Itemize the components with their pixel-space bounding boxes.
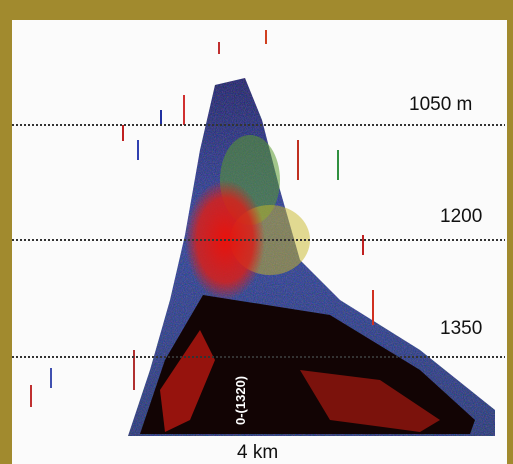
- echo-red-low: [300, 370, 440, 432]
- streaks: [30, 30, 374, 407]
- depth-label: 1350: [440, 318, 482, 339]
- depth-label: 1200: [440, 206, 482, 227]
- distance-label: 4 km: [237, 442, 278, 463]
- marker-label: 0-(1320): [233, 376, 248, 425]
- echo-red-low: [160, 330, 215, 432]
- depth-label: 1050 m: [409, 94, 472, 115]
